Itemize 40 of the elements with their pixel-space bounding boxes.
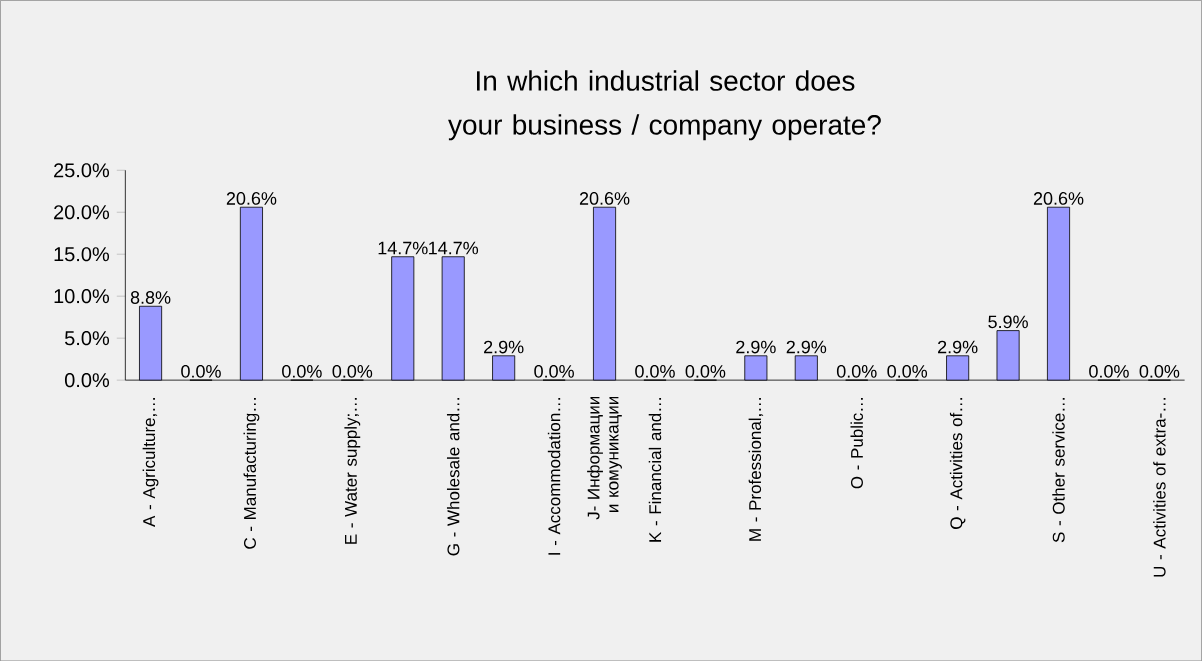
data-label: 2.9% (484, 340, 524, 354)
data-label: 20.6% (579, 191, 630, 205)
x-tick-label: I - Accommodation… (547, 397, 561, 555)
data-label: 0.0% (887, 364, 928, 378)
y-tick-label: 25.0% (54, 163, 110, 178)
x-tick-label: Q - Activities of… (949, 397, 966, 529)
y-tick-label: 0.0% (64, 372, 110, 388)
data-label: 14.7% (429, 241, 479, 255)
x-tick-label: U - Activities of extra-… (1153, 397, 1166, 577)
data-label: 2.9% (736, 340, 776, 354)
data-label: 0.0% (534, 364, 574, 378)
data-label: 2.9% (938, 340, 978, 354)
y-tick-label: 20.0% (54, 205, 110, 220)
data-label: 14.7% (378, 241, 428, 255)
data-label: 8.8% (130, 290, 171, 304)
x-tick-label: C - Manufacturing… (243, 397, 260, 549)
data-label: 0.0% (1089, 364, 1129, 378)
chart-title: In which industrial sector does your business / company operate? (448, 70, 881, 141)
data-label: 2.9% (786, 340, 827, 354)
data-label: 5.9% (988, 315, 1028, 329)
data-label: 0.0% (1139, 364, 1180, 378)
data-label: 0.0% (181, 364, 221, 378)
y-tick-label: 5.0% (65, 330, 110, 346)
x-tick-label: S - Other service… (1052, 397, 1065, 543)
data-label: 0.0% (685, 364, 726, 378)
data-label: 0.0% (836, 364, 877, 378)
data-label: 20.6% (226, 191, 277, 205)
x-tick-label: K - Financial and… (648, 397, 662, 542)
data-label: 0.0% (282, 364, 322, 378)
x-tick-label: G - Wholesale and… (446, 397, 460, 556)
y-tick-label: 15.0% (54, 246, 110, 262)
x-tick-label: A - Agriculture,… (142, 397, 159, 527)
data-label: 0.0% (332, 364, 373, 378)
x-tick-label: J- Информации и комуникации (587, 396, 622, 520)
data-label: 0.0% (635, 364, 675, 378)
x-tick-label: O - Public… (850, 397, 863, 489)
x-tick-label: E - Water supply;… (344, 397, 361, 544)
data-label: 20.6% (1033, 191, 1084, 205)
x-tick-label: M - Professional,… (748, 397, 764, 541)
y-tick-label: 10.0% (54, 288, 110, 304)
